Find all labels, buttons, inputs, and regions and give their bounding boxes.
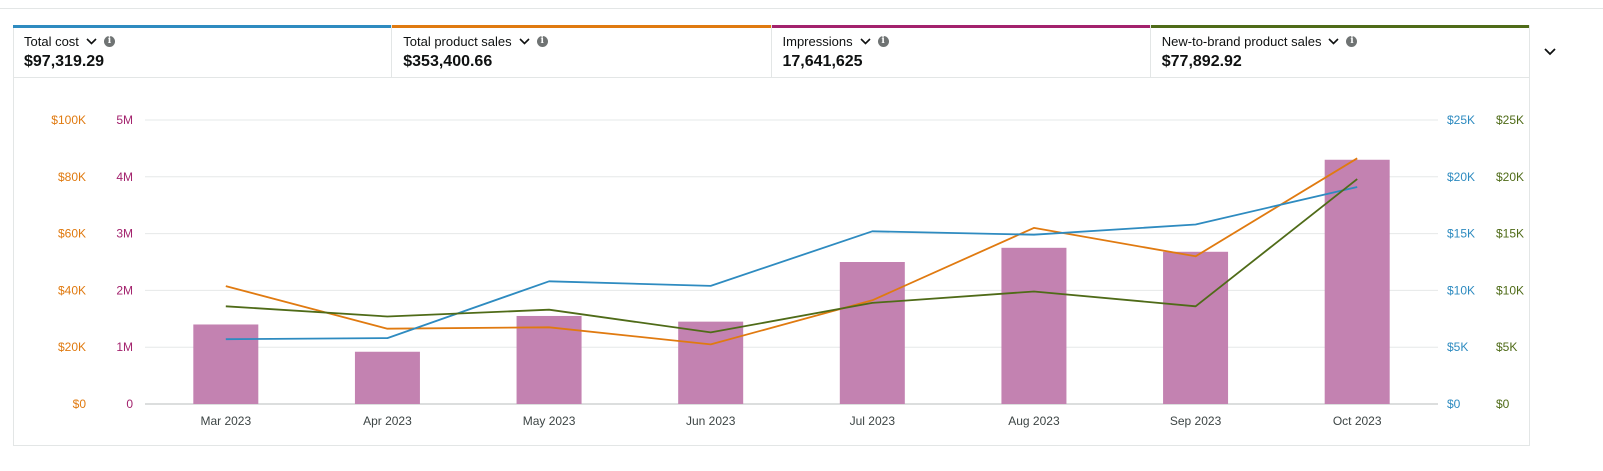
left-inner-tick-label: 0 [126,397,133,411]
right-inner-tick-label: $10K [1447,283,1475,297]
metric-new-to-brand-sales[interactable]: New-to-brand product sales i $77,892.92 [1150,25,1530,78]
right-inner-tick-label: $0 [1447,397,1461,411]
left-inner-tick-label: 4M [116,170,133,184]
metric-color-bar [1150,25,1529,28]
left-outer-tick-label: $40K [58,283,86,297]
metric-value: $97,319.29 [24,53,105,70]
bar-impressions [1163,251,1229,404]
x-tick-label: Mar 2023 [200,414,251,428]
left-outer-tick-label: $20K [58,340,86,354]
metric-label: Total cost [24,33,79,49]
x-tick-label: Sep 2023 [1170,414,1222,428]
metric-value: $77,892.92 [1161,53,1242,70]
right-outer-tick-label: $25K [1496,113,1524,127]
x-tick-label: Aug 2023 [1008,414,1060,428]
chevron-down-icon[interactable] [85,35,98,48]
x-tick-label: Oct 2023 [1333,414,1382,428]
bar-impressions [839,262,905,404]
metric-label: Total product sales [403,33,512,49]
bar-impressions [354,351,420,404]
right-outer-tick-label: $0 [1496,397,1510,411]
right-outer-tick-label: $5K [1496,340,1517,354]
right-inner-tick-label: $25K [1447,113,1475,127]
info-icon[interactable]: i [103,35,115,47]
metric-label: Impressions [782,33,853,49]
metric-color-bar [771,25,1150,28]
right-inner-tick-label: $15K [1447,227,1475,241]
metric-value: 17,641,625 [782,53,863,70]
info-icon[interactable]: i [877,35,889,47]
metric-impressions[interactable]: Impressions i 17,641,625 [771,25,1151,78]
left-outer-tick-label: $60K [58,227,86,241]
bar-impressions [1001,247,1067,404]
metric-total-cost[interactable]: Total cost i $97,319.29 [13,25,393,78]
left-inner-tick-label: 5M [116,113,133,127]
right-outer-tick-label: $10K [1496,283,1524,297]
metric-value: $353,400.66 [403,53,493,70]
series-line-new-to-brand-product-sales [225,178,1358,334]
x-tick-label: Apr 2023 [363,414,412,428]
metric-total-product-sales[interactable]: Total product sales i $353,400.66 [392,25,772,78]
right-inner-tick-label: $20K [1447,170,1475,184]
series-line-total-cost [225,186,1358,341]
right-outer-tick-label: $20K [1496,170,1524,184]
bar-impressions [193,324,259,404]
chevron-down-icon[interactable] [859,35,872,48]
info-icon[interactable]: i [536,35,548,47]
metric-selector-row: Total cost i $97,319.29 Total product sa… [13,25,1530,78]
left-inner-tick-label: 3M [116,227,133,241]
chevron-down-icon[interactable] [518,35,531,48]
left-outer-tick-label: $80K [58,170,86,184]
left-inner-tick-label: 1M [116,340,133,354]
x-tick-label: May 2023 [523,414,576,428]
x-tick-label: Jul 2023 [850,414,896,428]
right-inner-tick-label: $5K [1447,340,1468,354]
bar-impressions [678,321,744,404]
chart-panel [13,25,1530,446]
right-outer-tick-label: $15K [1496,227,1524,241]
bar-impressions [516,315,582,404]
info-icon[interactable]: i [1346,35,1358,47]
metric-color-bar [13,25,392,28]
top-divider [0,8,1603,9]
chevron-down-icon[interactable] [1327,35,1340,48]
x-tick-label: Jun 2023 [686,414,736,428]
left-outer-tick-label: $0 [73,397,87,411]
left-outer-tick-label: $100K [51,113,86,127]
metric-label: New-to-brand product sales [1161,33,1322,49]
metric-color-bar [392,25,771,28]
expand-metrics-button[interactable] [1541,42,1559,60]
left-inner-tick-label: 2M [116,283,133,297]
bar-impressions [1324,159,1390,404]
